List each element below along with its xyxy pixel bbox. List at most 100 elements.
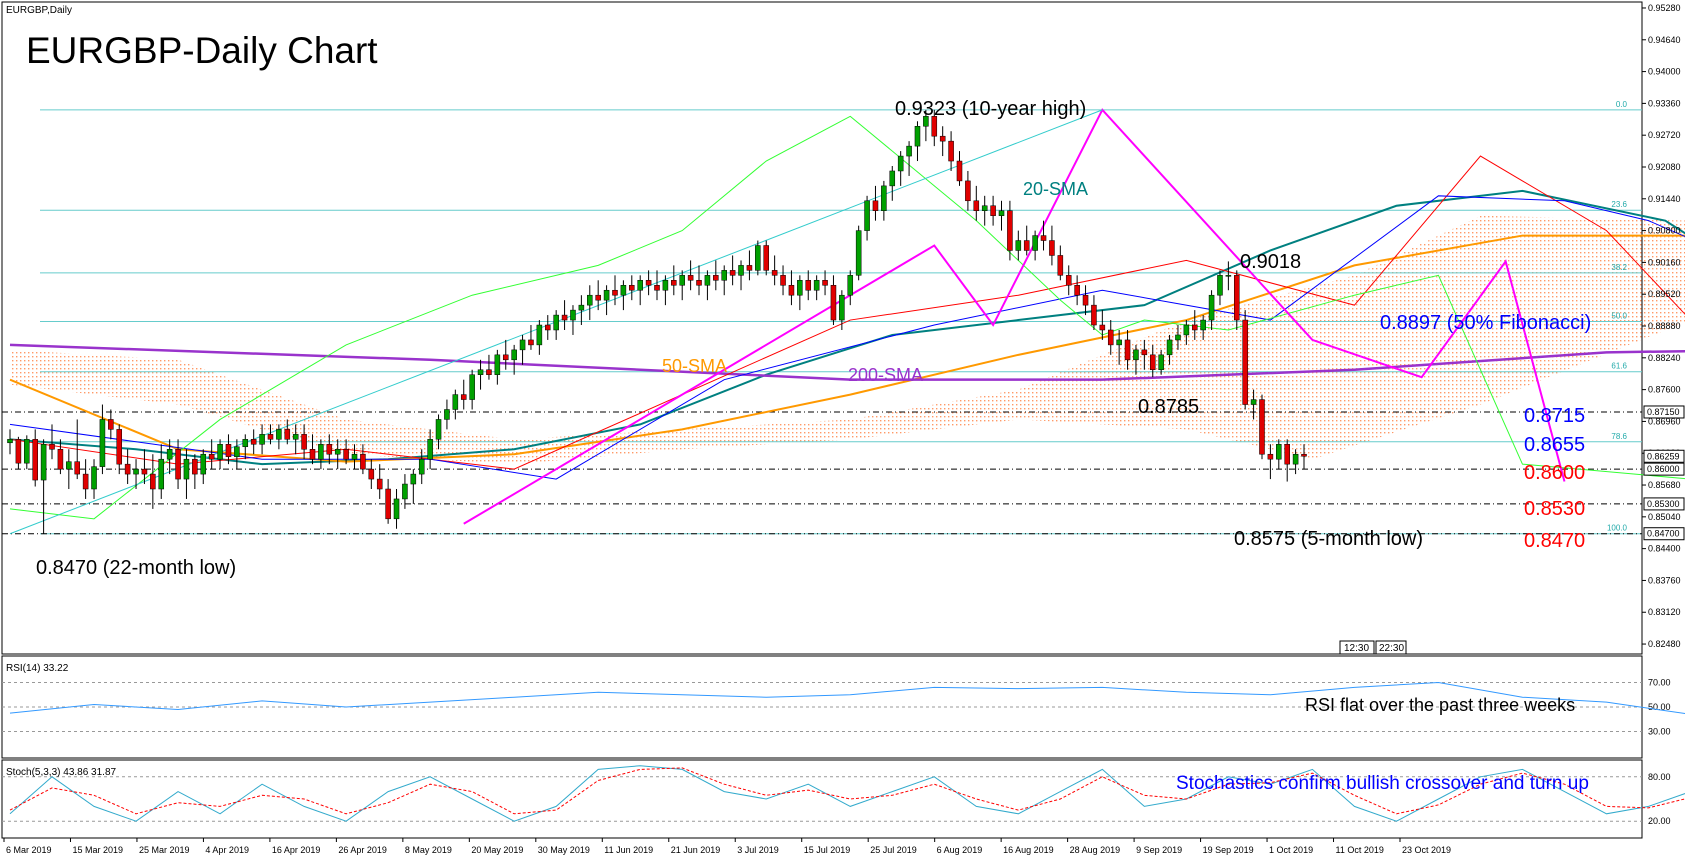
candle-body	[360, 453, 366, 470]
candle-body	[158, 458, 165, 490]
date-tick-label: 23 Oct 2019	[1402, 845, 1451, 855]
level-8600: 0.8600	[1524, 462, 1585, 484]
price-tick-label: 0.88880	[1648, 321, 1681, 331]
candle-body	[141, 468, 148, 475]
date-tick-label: 21 Jun 2019	[671, 845, 721, 855]
candle-body	[973, 200, 980, 211]
date-tick-label: 8 May 2019	[405, 845, 452, 855]
date-tick-label: 11 Oct 2019	[1336, 845, 1384, 855]
chart-title: EURGBP-Daily Chart	[26, 30, 378, 71]
symbol-label: EURGBP,Daily	[6, 5, 72, 16]
candle-body	[82, 473, 89, 490]
candle-body	[351, 453, 358, 460]
label-50-sma: 50-SMA	[662, 356, 727, 376]
rsi-panel: 70.00 50.00 30.00	[2, 678, 1685, 737]
candle-body	[427, 439, 433, 460]
candle-body	[1276, 444, 1282, 460]
candle-body	[771, 270, 778, 276]
candle-body	[544, 324, 551, 331]
candle-body	[587, 294, 593, 306]
candle-body	[956, 160, 963, 182]
candle-body	[696, 280, 702, 286]
candle-body	[1023, 240, 1030, 251]
candle-body	[1124, 339, 1131, 361]
candle-body	[620, 285, 627, 296]
candle-body	[746, 265, 753, 271]
price-highlight-box	[1643, 405, 1685, 419]
candle-body	[1191, 324, 1198, 331]
price-tick-label: 0.95280	[1648, 3, 1681, 13]
date-tick-label: 16 Apr 2019	[272, 845, 321, 855]
level-8655: 0.8655	[1524, 434, 1585, 456]
candle-body	[91, 466, 97, 490]
candle-body	[813, 280, 820, 291]
time-box-1-text: 12:30	[1344, 643, 1369, 654]
candle-body	[629, 285, 635, 291]
price-tick-label: 0.91440	[1648, 194, 1681, 204]
candle-body	[150, 473, 156, 490]
price-axis: 0.95280 0.94640 0.94000 0.93360 0.92720 0.920…	[1642, 3, 1685, 649]
candle-body	[939, 135, 946, 142]
candle-body	[1049, 240, 1055, 256]
rsi-level-label: 50.00	[1648, 702, 1671, 712]
candle-body	[965, 180, 971, 202]
candle-body	[40, 444, 47, 481]
candle-body	[318, 444, 324, 460]
price-tick-label: 0.83120	[1648, 607, 1681, 617]
stoch-panel: 80.00 20.00	[2, 765, 1685, 826]
candle-body	[687, 275, 694, 281]
candle-body	[242, 439, 249, 448]
candle-body	[1040, 235, 1047, 241]
candle-body	[1225, 275, 1232, 277]
candle-body	[334, 449, 341, 455]
date-axis: 6 Mar 2019 15 Mar 2019 25 Mar 2019 4 Apr 20…	[3, 838, 1451, 855]
candle-body	[763, 245, 770, 271]
candle-body	[713, 275, 719, 281]
candle-body	[385, 488, 391, 520]
price-tick-label: 0.93360	[1648, 98, 1681, 108]
date-tick-label: 30 May 2019	[538, 845, 590, 855]
level-8715: 0.8715	[1524, 405, 1585, 427]
candle-body	[570, 309, 576, 321]
candle-body	[259, 434, 265, 445]
candle-body	[108, 419, 114, 430]
price-highlight-box	[1643, 527, 1685, 541]
date-tick-label: 1 Oct 2019	[1269, 845, 1313, 855]
candle-body	[1267, 453, 1274, 460]
candle-body	[217, 444, 223, 460]
candle-body	[906, 145, 912, 157]
stoch-level-label: 20.00	[1648, 816, 1671, 826]
candle-body	[1082, 294, 1089, 306]
candle-body	[923, 116, 929, 127]
annotation-10-year-high: 0.9323 (10-year high)	[895, 98, 1086, 120]
fib-label-78.6: 78.6	[1611, 432, 1627, 441]
candle-body	[1074, 285, 1080, 296]
date-tick-label: 6 Aug 2019	[937, 845, 983, 855]
candle-body	[502, 354, 509, 361]
candle-body	[1116, 339, 1122, 346]
candle-body	[1183, 324, 1190, 336]
date-tick-label: 25 Jul 2019	[870, 845, 917, 855]
candle-body	[166, 449, 173, 460]
candle-body	[1141, 349, 1148, 356]
candle-body	[477, 369, 484, 375]
candle-body	[897, 155, 904, 172]
rsi-line	[9, 681, 1685, 715]
date-tick-label: 15 Mar 2019	[72, 845, 123, 855]
candle-body	[637, 280, 643, 291]
candle-body	[250, 439, 257, 445]
candle-body	[553, 314, 559, 331]
candle-body	[15, 439, 22, 464]
candle-body	[1284, 444, 1290, 465]
candle-body	[704, 275, 711, 286]
fib-label-38.2: 38.2	[1611, 263, 1627, 272]
rsi-annotation: RSI flat over the past three weeks	[1305, 695, 1575, 715]
cloud-band	[10, 215, 1685, 465]
candle-body	[519, 339, 526, 351]
price-tick-label: 0.82480	[1648, 639, 1681, 649]
candle-body	[729, 270, 736, 276]
candle-body	[1032, 235, 1038, 251]
stoch-annotation: Stochastics confirm bullish crossover an…	[1176, 773, 1589, 794]
candle-body	[822, 280, 828, 286]
